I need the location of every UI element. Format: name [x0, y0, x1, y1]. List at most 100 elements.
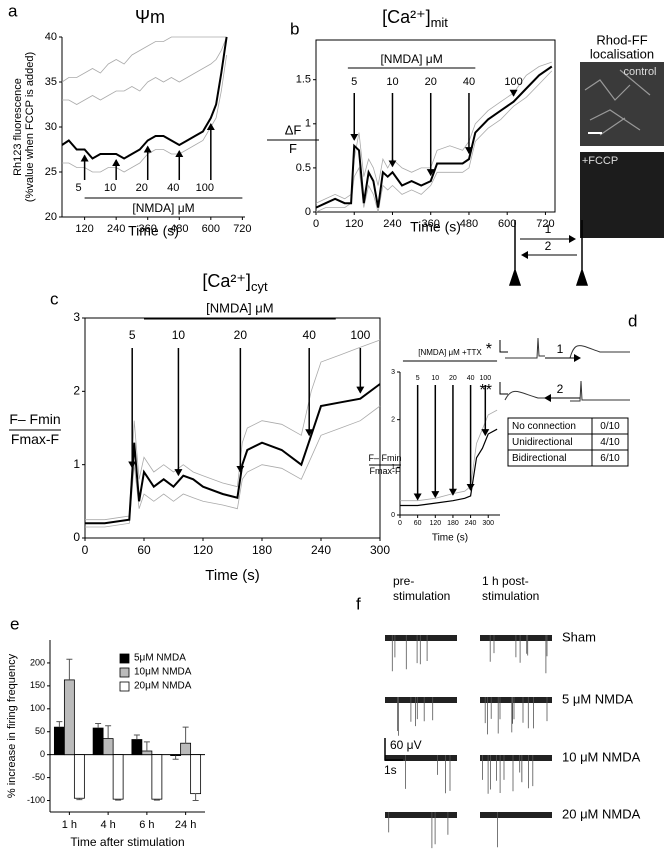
error-bar [172, 755, 179, 760]
panel-label: f [356, 594, 361, 613]
x-axis-label: Time (s) [410, 219, 461, 235]
x-tick-label: 120 [429, 520, 441, 527]
y-tick-label: 3 [391, 369, 395, 376]
image-label: +FCCP [582, 155, 618, 167]
y-tick-label: 1.5 [296, 74, 311, 86]
column-header: stimulation [482, 589, 539, 603]
noise-band [385, 755, 457, 761]
arrow-label: 1 [545, 222, 552, 236]
column-header: stimulation [393, 589, 450, 603]
error-bar [66, 658, 73, 680]
y-tick-label: 100 [30, 703, 45, 713]
image-title: Rhod-FF [596, 32, 647, 47]
trace [85, 339, 381, 521]
y-tick-label: 0 [391, 512, 395, 519]
y-tick-label: 30 [45, 121, 57, 133]
table-text: Bidirectional [512, 453, 566, 464]
error-bar [133, 734, 140, 740]
line-chart: 120 240 360 480 600 720 20 25 30 35 40 5 10 20 40 100[N… [12, 7, 252, 239]
neuron [508, 220, 522, 286]
chart-title: [Ca²⁺]cyt [202, 271, 268, 295]
error-bar [182, 726, 189, 744]
bar [102, 738, 114, 756]
row-label: 20 μM NMDA [562, 806, 641, 821]
x-tick-label: 0 [313, 218, 319, 230]
x-axis-label: Time (s) [205, 567, 259, 584]
arrow-label: 5 [351, 76, 357, 88]
x-axis-label: Time after stimulation [70, 835, 184, 849]
x-tick-label: 360 [139, 223, 157, 235]
y-tick-label: 35 [45, 76, 57, 88]
legend-label: 10μM NMDA [134, 667, 192, 678]
y-tick-label: -100 [27, 795, 45, 805]
arrow-label: 40 [303, 328, 317, 342]
error-bar [192, 793, 199, 802]
arrow-label: 100 [196, 182, 214, 194]
y-tick-label: 40 [45, 31, 57, 43]
scale-bar [384, 738, 403, 761]
x-tick-label: 360 [422, 218, 440, 230]
x-tick-label: 600 [498, 218, 516, 230]
trace [62, 54, 227, 173]
bar [73, 754, 85, 799]
bar [190, 754, 202, 795]
x-tick-label: 0 [82, 543, 89, 557]
x-tick-label: 0 [398, 520, 402, 527]
spikes [388, 812, 449, 849]
x-tick-label: 6 h [139, 819, 154, 831]
arrow-label: 20 [425, 76, 437, 88]
arrow-label: 10 [386, 76, 398, 88]
arrow-label: 5 [129, 328, 136, 342]
panel-label: b [290, 19, 299, 38]
y-axis-label: (%value when FCCP is added) [24, 52, 36, 202]
x-tick-label: 60 [414, 520, 422, 527]
trace-marker: ** [480, 382, 492, 399]
x-tick-label: 240 [311, 543, 331, 557]
y-axis-label: F [289, 141, 297, 156]
bar [53, 726, 65, 756]
panel-label: e [10, 614, 19, 633]
arrow-label: 100 [504, 76, 522, 88]
legend-swatch [119, 681, 130, 692]
arrow-label: 2 [557, 382, 564, 396]
arrow-label: 10 [172, 328, 186, 342]
trace [85, 383, 381, 525]
panel-label: d [628, 311, 637, 330]
scale-mark [499, 340, 508, 395]
x-tick-label: 120 [193, 543, 213, 557]
error-bar [153, 799, 160, 801]
arrow-label: 1 [557, 342, 564, 356]
line-chart: 0 120 240 360 480 600 720 0 0.5 1 1.5 5 10 20 40 100 [NM… [267, 7, 556, 235]
y-tick-label: 0 [73, 530, 80, 544]
noise-band [385, 812, 457, 818]
spikes [405, 755, 451, 794]
y-tick-label: 50 [35, 726, 45, 736]
bar [131, 739, 143, 756]
noise-band [480, 697, 552, 703]
y-tick-label: 0 [40, 749, 45, 759]
trace [315, 70, 553, 213]
spikes [391, 635, 428, 672]
trace [61, 36, 228, 160]
y-tick-label: 0.5 [296, 162, 311, 174]
noise-band [480, 755, 552, 761]
table-text: Unidirectional [512, 437, 573, 448]
x-tick-label: 180 [447, 520, 459, 527]
noise-band [385, 697, 457, 703]
arrow-label: 100 [479, 375, 491, 382]
trace [315, 65, 553, 209]
y-axis-label: ΔF [285, 122, 302, 137]
spikes [397, 697, 434, 736]
neuron [575, 220, 589, 286]
bracket-label: [NMDA] μM +TTX [418, 348, 482, 357]
y-axis-label: F– Fmin [368, 453, 401, 463]
bracket-label: [NMDA] μM [132, 201, 194, 215]
y-tick-label: -50 [32, 772, 45, 782]
trace [61, 36, 227, 83]
x-tick-label: 240 [465, 520, 477, 527]
column-header: pre- [393, 574, 414, 588]
title-main: [Ca²⁺] [382, 7, 431, 27]
x-tick-label: 4 h [100, 819, 115, 831]
x-tick-label: 240 [107, 223, 125, 235]
